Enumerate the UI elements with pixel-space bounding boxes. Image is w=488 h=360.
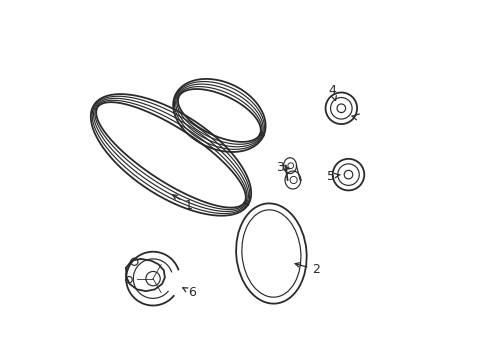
Text: 1: 1 (172, 195, 192, 212)
Text: 5: 5 (326, 170, 340, 183)
Text: 4: 4 (328, 84, 336, 100)
Text: 2: 2 (295, 263, 320, 276)
Text: 6: 6 (183, 287, 196, 300)
Text: 3: 3 (276, 161, 289, 174)
